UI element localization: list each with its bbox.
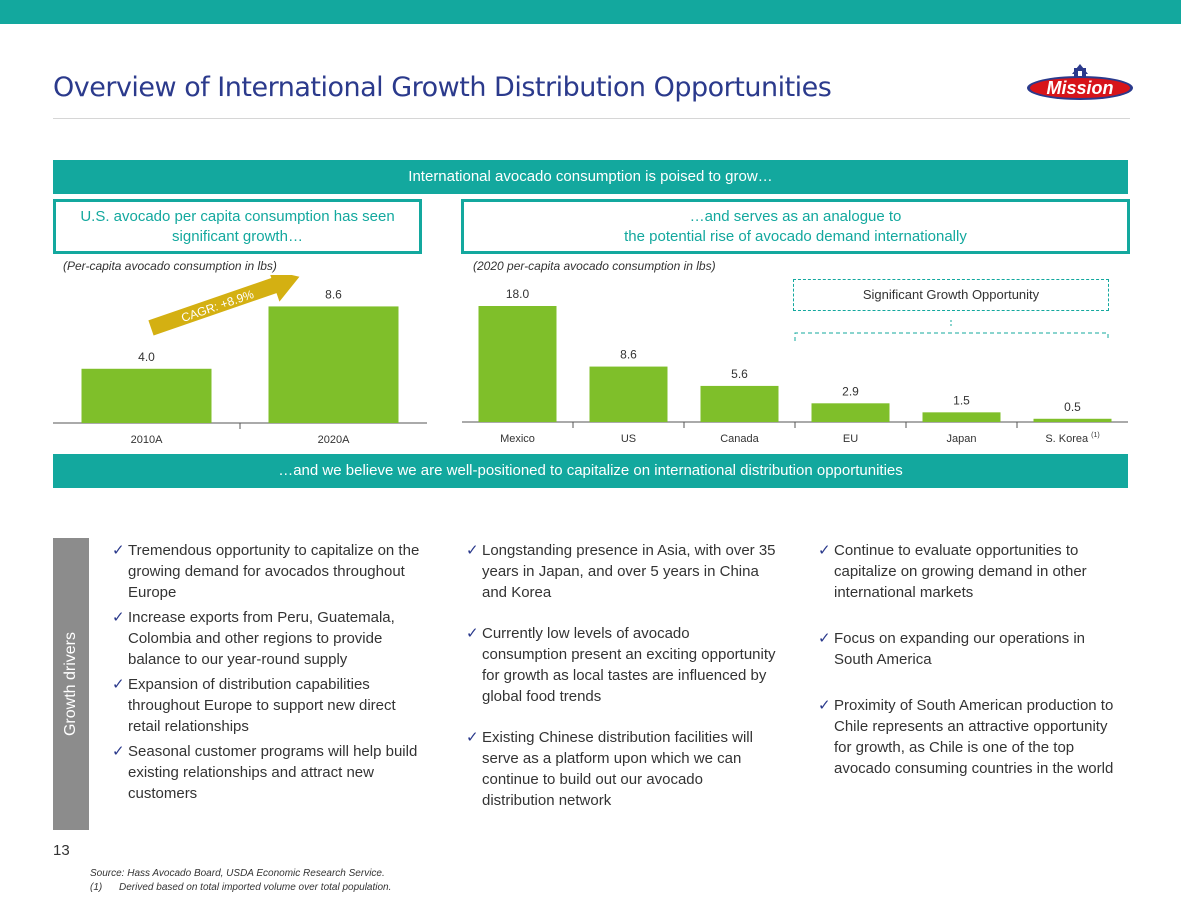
analogue-line-1: …and serves as an analogue to [689,208,902,225]
check-icon: ✓ [818,697,831,714]
europe-bullet-list: ✓ Tremendous opportunity to capitalize on… [112,540,427,804]
bar-2010a [81,368,212,423]
tick-label: 2010A [131,434,163,446]
bullet-text: Longstanding presence in Asia, with over… [482,542,776,601]
top-accent-bar [0,0,1181,24]
data-label: 18.0 [506,287,530,301]
footnote-text: Derived based on total imported volume o… [119,882,392,893]
us-growth-box: U.S. avocado per capita consumption has … [53,199,422,254]
footnote-superscript: (1) [1091,432,1100,439]
region-header-europe: Europe [240,504,290,521]
bar-eu [811,403,890,422]
tick-label: US [621,433,636,445]
tick-label: Canada [720,433,759,445]
data-label: 4.0 [138,350,155,364]
tick-label: 2020A [318,434,350,446]
logo-text: Mission [1046,78,1113,98]
chart2-subtitle: (2020 per-capita avocado consumption in … [473,259,716,273]
footnote: (1) Derived based on total imported volu… [90,882,391,893]
data-label: 8.6 [620,348,637,362]
region-header-asia: Asia [605,504,635,521]
bar-mexico [478,306,557,422]
tick-label: Japan [947,433,977,445]
page-number: 13 [53,842,70,859]
growth-opportunity-callout: Significant Growth Opportunity [793,279,1109,311]
chart1-subtitle: (Per-capita avocado consumption in lbs) [63,259,277,273]
bullet-item: ✓ Longstanding presence in Asia, with ove… [466,540,776,603]
data-label: 5.6 [731,367,748,381]
analogue-line-2: the potential rise of avocado demand int… [624,228,967,245]
international-consumption-chart: 18.0 Mexico 8.6 US 5.6 Canada 2.9 EU 1.5 Japan 0.5… [462,287,1128,445]
bullet-text: Continue to evaluate opportunities to ca… [834,542,1087,601]
bullet-item: ✓ Focus on expanding our operations in So… [818,628,1124,670]
footnote-marker: (1) [90,882,103,893]
data-label: 1.5 [953,393,970,407]
check-icon: ✓ [112,743,125,760]
check-icon: ✓ [818,542,831,559]
bullet-text: Tremendous opportunity to capitalize on … [128,542,420,601]
growth-drivers-text: Growth drivers [62,631,79,737]
mission-logo: Mission [1027,64,1133,100]
bar-s-korea [1033,418,1112,422]
bullet-text: Existing Chinese distribution facilities… [482,729,753,809]
asia-bullet-list: ✓ Longstanding presence in Asia, with ove… [466,540,776,811]
bar-us [589,366,668,422]
bullet-text: Currently low levels of avocado consumpt… [482,625,776,705]
bullet-item: ✓ Currently low levels of avocado consump… [466,623,776,707]
bullet-item: ✓ Expansion of distribution capabilities … [112,674,427,737]
title-divider [53,118,1130,119]
callout-bracket [794,332,1109,341]
analogue-box: …and serves as an analogue to the potent… [461,199,1130,254]
cagr-arrow-shape [148,275,300,336]
region-header-other-markets: Other Markets [925,504,1021,521]
top-banner: International avocado consumption is poi… [53,160,1128,194]
data-label: 2.9 [842,384,859,398]
tick-label: EU [843,433,858,445]
bullet-item: ✓ Tremendous opportunity to capitalize on… [112,540,427,603]
slide-title: Overview of International Growth Distrib… [53,72,832,103]
bullet-item: ✓ Increase exports from Peru, Guatemala, … [112,607,427,670]
bullet-text: Increase exports from Peru, Guatemala, C… [128,609,395,668]
check-icon: ✓ [112,542,125,559]
bullet-item: ✓ Existing Chinese distribution facilitie… [466,727,776,811]
bullet-item: ✓ Continue to evaluate opportunities to c… [818,540,1124,603]
bullet-text: Expansion of distribution capabilities t… [128,676,396,735]
check-icon: ✓ [466,729,479,746]
check-icon: ✓ [466,625,479,642]
bullet-text: Proximity of South American production t… [834,697,1114,777]
bar-2020a [268,306,399,423]
growth-drivers-label: Growth drivers [53,538,89,830]
bar-japan [922,412,1001,422]
data-label: 8.6 [325,287,342,301]
bottom-banner: …and we believe we are well-positioned t… [53,454,1128,488]
bar-canada [700,385,779,422]
tick-label: S. Korea (1) [1045,432,1099,445]
check-icon: ✓ [466,542,479,559]
bullet-text: Seasonal customer programs will help bui… [128,743,418,802]
bullet-item: ✓ Seasonal customer programs will help bu… [112,741,427,804]
us-growth-text: U.S. avocado per capita consumption has … [80,208,395,245]
bullet-item: ✓ Proximity of South American production … [818,695,1124,779]
check-icon: ✓ [112,609,125,626]
data-label: 0.5 [1064,400,1081,414]
source-note: Source: Hass Avocado Board, USDA Economi… [90,868,385,879]
tick-label: Mexico [500,433,535,445]
other-markets-bullet-list: ✓ Continue to evaluate opportunities to c… [818,540,1124,779]
bullet-text: Focus on expanding our operations in Sou… [834,630,1086,668]
check-icon: ✓ [112,676,125,693]
check-icon: ✓ [818,630,831,647]
